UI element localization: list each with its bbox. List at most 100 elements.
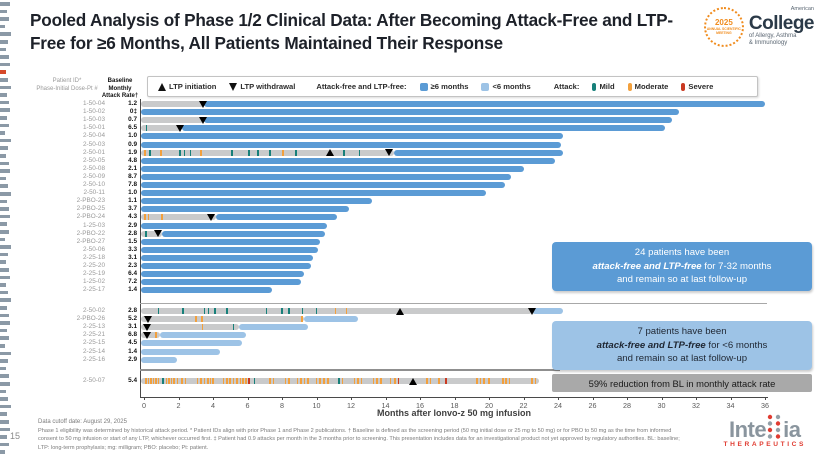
timeline-segment-lightblue — [238, 324, 308, 331]
baseline-rate-value: 2.3 — [128, 262, 137, 269]
x-tick-mark — [627, 397, 628, 400]
attack-tick-mild — [144, 230, 147, 237]
attack-tick-mod — [269, 378, 271, 384]
stripe-mark — [0, 93, 7, 97]
baseline-rate-value: 3.7 — [128, 205, 137, 213]
x-tick-mark — [316, 397, 318, 400]
attack-tick-mild — [182, 308, 184, 314]
stripe-mark — [0, 252, 8, 257]
stripe-mark — [0, 108, 10, 112]
attack-tick-mild — [248, 149, 251, 156]
stripe-mark — [0, 450, 5, 454]
attack-tick-mod — [152, 378, 155, 384]
attack-tick-mod — [429, 378, 432, 384]
attack-tick-mod — [323, 378, 326, 384]
attack-tick-mod — [168, 378, 170, 384]
stripe-mark — [0, 412, 7, 416]
patient-id-label: 2-50-01 — [82, 148, 105, 156]
attack-tick-mild — [183, 149, 186, 156]
attack-tick-mod — [229, 378, 232, 384]
stripe-mark — [0, 116, 7, 120]
attack-tick-sev — [397, 378, 400, 384]
timeline-segment-gray — [141, 308, 533, 314]
x-tick-mark — [351, 397, 352, 400]
patient-id-label: 2-25-15 — [82, 339, 105, 347]
timeline-segment-blue — [141, 141, 562, 148]
attack-tick-mild — [145, 125, 148, 132]
acaai-logo: 2025 ANNUAL SCIENTIFIC MEETING American … — [703, 6, 815, 48]
attack-tick-mild — [301, 308, 304, 314]
patient-id-label: 2-PBO-25 — [76, 205, 105, 213]
attack-tick-mod — [144, 149, 146, 156]
attack-tick-mod — [200, 316, 203, 323]
stripe-mark — [0, 85, 11, 90]
baseline-rate-value: 6.4 — [128, 270, 137, 278]
x-tick-mark — [282, 397, 283, 400]
patient-id-label: 2-PBO-26 — [76, 315, 105, 323]
timeline-segment-blue — [181, 125, 665, 132]
patient-id-label: 2-50-05 — [82, 156, 105, 164]
patient-id-label: 2-50-04 — [82, 132, 105, 140]
acaai-wordmark: American College of Allergy, Asthma & Im… — [748, 6, 815, 48]
page-number: 15 — [10, 431, 21, 441]
timeline-segment-gray — [141, 324, 239, 331]
patient-id-label: 2-50-02 — [82, 307, 105, 314]
callout-line: for <6 months — [705, 339, 768, 351]
patient-id-label: 2-PBO-23 — [76, 197, 105, 205]
baseline-rate-value: 0.7 — [128, 116, 137, 124]
baseline-rate-value: 1.0 — [128, 132, 137, 140]
attack-tick-mod — [357, 378, 359, 384]
badge-year: 2025 — [714, 18, 733, 28]
legend-label: Moderate — [634, 82, 669, 91]
acaai-american: American — [790, 6, 814, 12]
x-tick-label: 26 — [588, 401, 597, 410]
timeline-segment-blue — [141, 133, 564, 140]
attack-tick-mod — [334, 308, 337, 314]
attack-tick-mod — [345, 308, 348, 314]
attack-tick-mod — [296, 378, 299, 384]
intellia-therapeutics: THERAPEUTICS — [723, 441, 806, 448]
intellia-dna-dots-icon — [767, 414, 781, 439]
attack-tick-mod — [479, 378, 482, 384]
ltp-initiation-marker — [396, 307, 405, 315]
patient-id-header-line2: Phase-Initial Dose-Pt # — [36, 85, 98, 92]
attack-tick-mild — [358, 149, 361, 156]
stripe-mark — [0, 2, 10, 6]
baseline-rate-value: 3.3 — [128, 245, 137, 253]
baseline-rate-value: 5.2 — [128, 315, 137, 323]
intellia-wordmark: Inte ia — [724, 414, 807, 441]
attack-tick-mod — [150, 378, 152, 384]
stripe-mark — [0, 230, 9, 234]
x-tick-mark — [144, 397, 145, 400]
stripe-mark — [0, 207, 9, 211]
ltp-withdrawal-marker — [198, 116, 207, 124]
timeline-segment-blue — [141, 287, 272, 294]
stripe-mark — [0, 192, 11, 196]
attack-tick-mod — [488, 378, 490, 384]
footnote-block: Data cutoff date: August 29, 2025 Phase … — [38, 419, 686, 452]
attack-tick-mod — [426, 378, 428, 384]
x-tick-label: 10 — [312, 401, 321, 410]
severe-swatch-icon — [681, 82, 686, 91]
stripe-mark — [0, 176, 6, 181]
x-tick-mark — [420, 397, 421, 400]
attack-tick-mod — [341, 378, 344, 384]
attack-tick-mild — [162, 378, 164, 384]
acaai-college: College — [748, 12, 815, 34]
stripe-mark — [0, 435, 7, 439]
legend-label: Attack: — [553, 82, 580, 91]
attack-tick-mild — [315, 308, 318, 314]
stripe-mark — [0, 24, 5, 29]
legend-ltp-withdrawal: LTP withdrawal — [229, 82, 295, 91]
baseline-rate-value: 7.2 — [128, 278, 137, 286]
timeline-segment-blue — [141, 198, 372, 205]
attack-tick-mod — [207, 378, 209, 384]
legend-label: LTP withdrawal — [240, 82, 296, 91]
patient-id-label: 2-50-07 — [82, 377, 105, 384]
baseline-rate-value: 1.0 — [128, 189, 137, 197]
attack-tick-mod — [155, 378, 157, 384]
baseline-rate-value: 5.4 — [128, 377, 137, 384]
patient-id-label: 2-PBO-22 — [76, 229, 105, 237]
stripe-mark — [0, 146, 8, 150]
